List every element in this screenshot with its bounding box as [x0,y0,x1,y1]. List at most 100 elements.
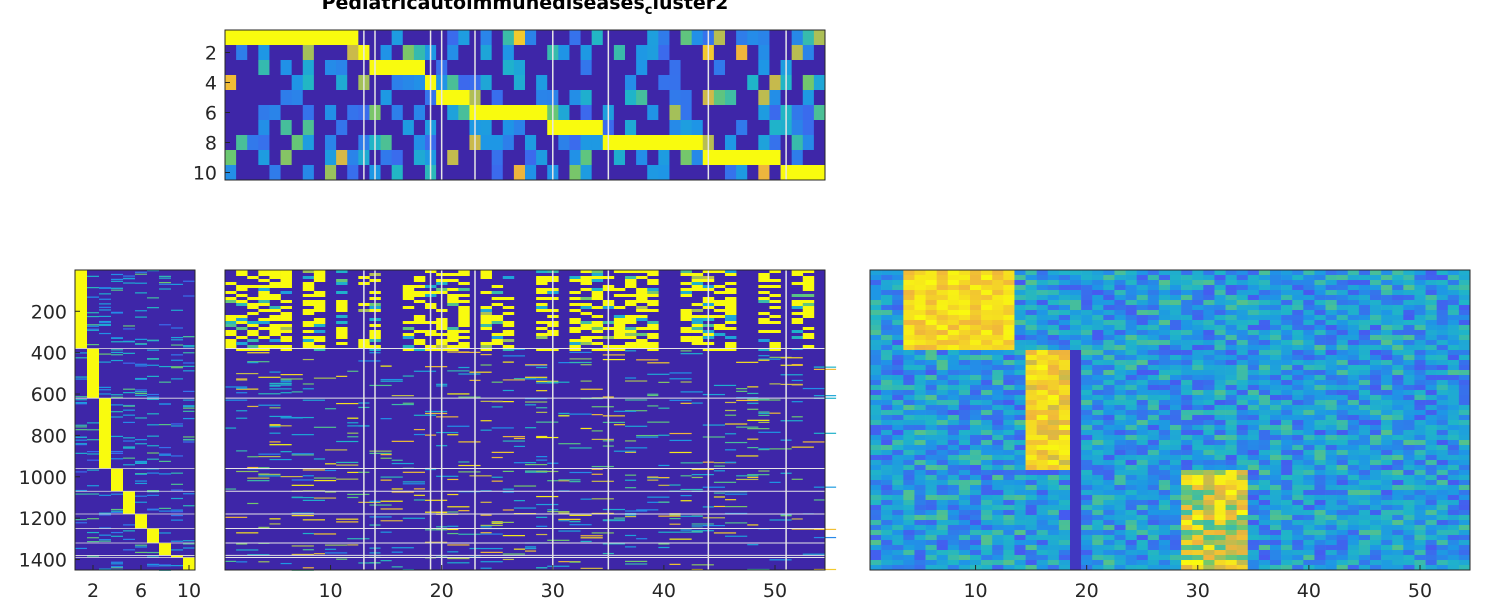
binary-noise [380,479,392,481]
membership-noise [135,473,147,475]
membership-xtick-label: 6 [135,580,147,600]
continuous-cell [1236,430,1249,436]
continuous-cell [1425,385,1437,391]
membership-noise [183,505,195,507]
continuous-cell [1436,290,1449,296]
continuous-cell [1147,425,1160,431]
membership-noise [135,365,147,367]
continuous-cell [1181,420,1193,426]
continuous-cell [1136,470,1149,476]
continuous-cell [1181,315,1193,321]
continuous-cell [947,420,960,426]
continuous-cell [1147,530,1160,536]
binary-cell [791,270,804,273]
continuous-cell [1270,305,1282,311]
continuous-cell [1047,515,1060,521]
continuous-cell [1181,455,1193,461]
continuous-cell [1170,280,1182,286]
binary-noise [447,478,459,481]
continuous-cell [1292,295,1304,301]
binary-cell [236,327,248,330]
continuous-cell [1058,380,1071,386]
continuous-cell [936,515,949,521]
binary-cell [480,309,492,312]
binary-cell [536,303,548,306]
continuous-cell [958,320,971,326]
continuous-cell [1436,355,1449,361]
continuous-cell [1370,290,1382,296]
continuous-cell [936,270,949,276]
continuous-cell [1358,390,1371,396]
continuous-cell [1103,415,1115,421]
binary-xtick-label: 30 [541,580,565,600]
continuous-cell [1358,295,1371,301]
continuous-cell [1325,350,1337,356]
continuous-cell [1381,355,1393,361]
continuous-cell [881,290,893,296]
binary-cell [536,309,548,312]
binary-noise [547,511,570,513]
binary-noise [536,390,548,392]
continuous-cell [1381,290,1393,296]
continuous-cell [1381,480,1393,486]
binary-cell [536,270,548,273]
continuous-cell [1136,325,1149,331]
continuous-cell [914,340,926,346]
continuous-cell [1047,360,1060,366]
continuous-cell [1114,435,1126,441]
continuous-cell [1070,445,1082,451]
binary-cell [636,276,648,279]
centroid-cell [813,150,826,166]
continuous-cell [1070,400,1082,406]
centroid-cell [247,30,259,46]
continuous-cell [870,455,882,461]
continuous-cell [1325,410,1337,416]
continuous-cell [1258,425,1271,431]
continuous-cell [892,440,904,446]
continuous-cell [925,285,937,291]
binary-noise [402,375,414,377]
continuous-cell [1281,485,1293,491]
continuous-cell [1014,320,1026,326]
centroid-cell [747,120,759,136]
continuous-cell [1347,400,1360,406]
binary-noise [669,372,692,374]
continuous-cell [1081,305,1093,311]
continuous-cell [947,440,960,446]
binary-cell [247,285,259,288]
continuous-cell [992,270,1004,276]
binary-cell [691,321,704,324]
continuous-cell [1192,290,1204,296]
continuous-cell [1214,420,1226,426]
continuous-cell [1025,430,1037,436]
continuous-cell [1425,480,1437,486]
centroid-cell [658,135,670,151]
continuous-cell [1158,490,1171,496]
continuous-cell [1270,465,1282,471]
continuous-cell [1458,315,1471,321]
continuous-cell [1081,415,1093,421]
continuous-cell [1192,355,1204,361]
continuous-cell [1158,290,1171,296]
centroid-cell [502,135,515,151]
binary-noise [669,538,692,540]
binary-cell [302,300,315,303]
membership-noise [147,435,159,437]
binary-noise [569,413,592,415]
binary-noise [580,540,592,543]
binary-cell [413,279,426,282]
centroid-cell [680,135,693,151]
continuous-cell [1170,325,1182,331]
continuous-cell [914,495,926,501]
continuous-cell [1414,290,1426,296]
centroid-cell [747,60,759,76]
continuous-cell [1036,285,1049,291]
continuous-cell [1125,280,1137,286]
continuous-cell [903,335,915,341]
continuous-cell [925,480,937,486]
continuous-cell [1347,405,1360,411]
binary-noise [302,532,314,535]
continuous-cell [1103,405,1115,411]
continuous-cell [903,295,915,301]
binary-cell [647,270,659,273]
